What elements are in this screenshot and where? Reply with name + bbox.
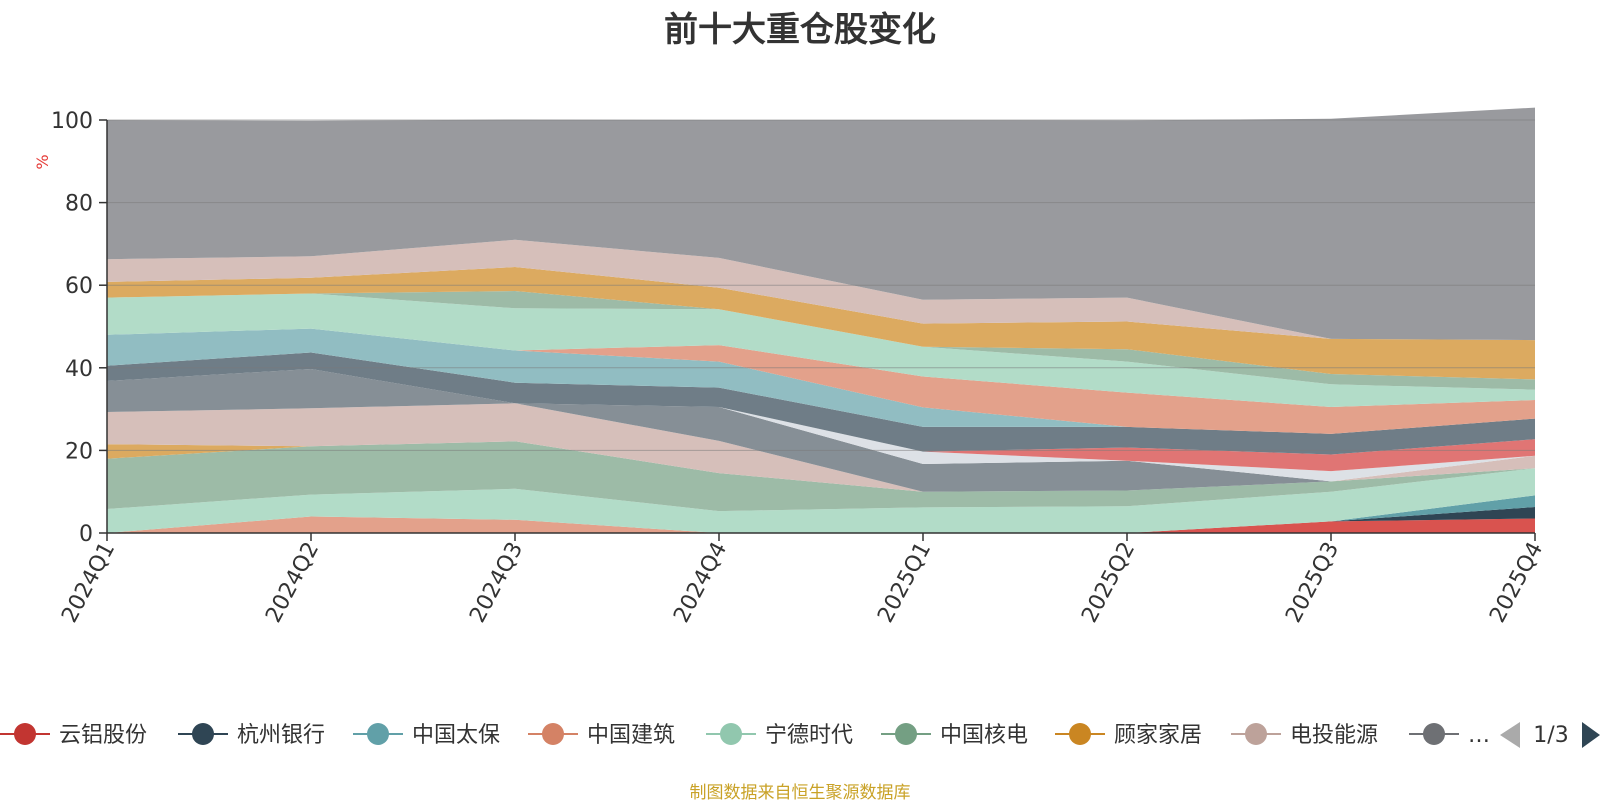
legend-marker [1245, 723, 1267, 745]
legend-label: 顾家家居 [1114, 723, 1202, 748]
x-tick-label-7: 2025Q4 [1485, 538, 1548, 627]
area-series-6 [107, 441, 1535, 492]
x-tick-label-1: 2024Q2 [261, 538, 324, 627]
legend-label: 中国核电 [940, 723, 1028, 748]
chart-title: 前十大重仓股变化 [664, 10, 936, 50]
area-series-8 [107, 369, 1535, 492]
legend-label: … [1468, 723, 1490, 748]
area-series-3 [107, 495, 1535, 533]
legend-label: 电投能源 [1290, 723, 1378, 748]
legend-item-8[interactable]: … [1409, 723, 1490, 748]
legend-item-6[interactable]: 顾家家居 [1055, 723, 1202, 748]
area-series-14 [107, 293, 1535, 407]
y-tick-label-1: 20 [65, 439, 93, 464]
legend-marker [895, 723, 917, 745]
legend-label: 中国太保 [412, 723, 500, 748]
legend-pager: 1/3 [1500, 722, 1600, 748]
legend-item-5[interactable]: 中国核电 [881, 723, 1028, 748]
legend-page-indicator: 1/3 [1533, 723, 1568, 748]
area-series-7 [107, 403, 1535, 492]
legend-item-4[interactable]: 宁德时代 [706, 723, 853, 748]
area-series-12 [107, 328, 1535, 434]
y-tick-label-5: 100 [51, 109, 93, 134]
legend-prev-icon[interactable] [1500, 722, 1520, 748]
x-tick-label-5: 2025Q2 [1077, 538, 1140, 627]
area-series-17 [107, 239, 1535, 341]
area-series-18 [107, 107, 1535, 341]
y-tick-label-0: 0 [79, 522, 93, 547]
x-tick-label-2: 2024Q3 [465, 538, 528, 627]
area-series-16 [107, 267, 1535, 380]
legend-marker [192, 723, 214, 745]
area-series-15 [107, 291, 1535, 390]
legend-label: 杭州银行 [237, 723, 325, 748]
area-series-0 [107, 518, 1535, 533]
legend-marker [542, 723, 564, 745]
legend-marker [1069, 723, 1091, 745]
x-tick-label-6: 2025Q3 [1281, 538, 1344, 627]
legend-item-0[interactable]: 云铝股份 [0, 723, 147, 748]
area-series-4 [107, 468, 1535, 533]
legend-layer: 云铝股份 杭州银行 中国太保 中国建筑 宁德时代 中国核电 顾家家居 电投能源 … 1/3 [0, 722, 1600, 748]
y-tick-label-3: 60 [65, 274, 93, 299]
legend-marker [367, 723, 389, 745]
area-series-11 [107, 352, 1535, 455]
legend-next-icon[interactable] [1582, 722, 1600, 748]
x-tick-label-3: 2024Q4 [669, 538, 732, 627]
area-series-13 [107, 328, 1535, 434]
x-tick-label-0: 2024Q1 [57, 538, 120, 627]
area-series-9 [107, 369, 1535, 482]
source-note: 制图数据来自恒生聚源数据库 [689, 783, 911, 803]
legend-label: 中国建筑 [587, 723, 675, 748]
legend-item-7[interactable]: 电投能源 [1231, 723, 1378, 748]
legend-label: 宁德时代 [765, 723, 853, 748]
legend-label: 云铝股份 [59, 723, 147, 748]
area-series-10 [107, 369, 1535, 472]
y-tick-label-4: 80 [65, 192, 93, 217]
y-axis-label: % [33, 154, 52, 169]
legend-item-2[interactable]: 中国太保 [353, 723, 500, 748]
y-tick-label-2: 40 [65, 357, 93, 382]
legend-marker [14, 723, 36, 745]
legend-item-3[interactable]: 中国建筑 [528, 723, 675, 748]
area-series-5 [107, 441, 1535, 512]
legend-item-1[interactable]: 杭州银行 [178, 723, 325, 748]
legend-marker [1423, 723, 1445, 745]
x-tick-label-4: 2025Q1 [873, 538, 936, 627]
legend-marker [720, 723, 742, 745]
areas-layer [107, 107, 1535, 533]
